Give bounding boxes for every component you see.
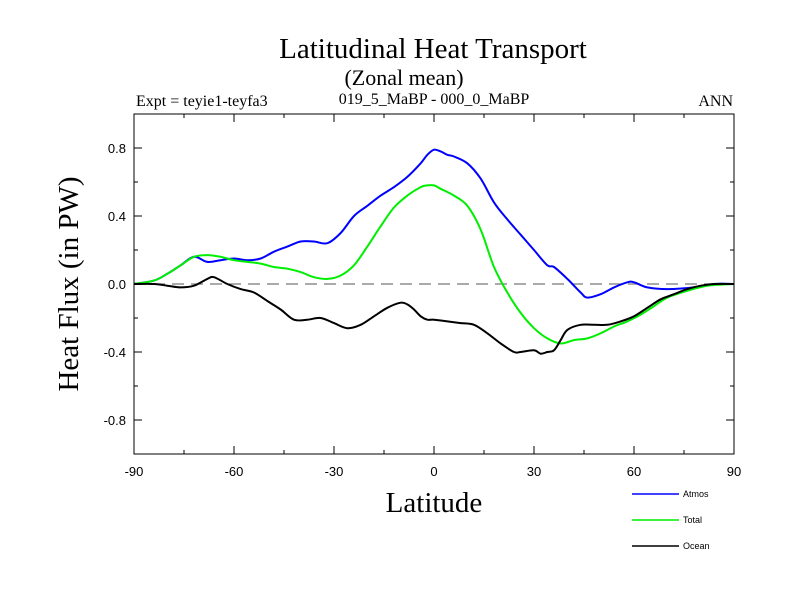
- y-tick-label: -0.8: [104, 413, 126, 428]
- chart-subtitle: (Zonal mean): [344, 65, 463, 90]
- x-tick-label: 30: [527, 464, 541, 479]
- legend-label-ocean: Ocean: [683, 541, 710, 551]
- x-tick-label: 60: [627, 464, 641, 479]
- season-label: ANN: [698, 93, 733, 110]
- y-tick-label: -0.4: [104, 345, 126, 360]
- x-tick-label: 90: [727, 464, 741, 479]
- y-tick-label: 0.0: [108, 277, 126, 292]
- x-tick-label: -60: [225, 464, 244, 479]
- y-axis-label: Heat Flux (in PW): [53, 176, 85, 391]
- chart-title: Latitudinal Heat Transport: [279, 33, 587, 65]
- series-lines: [133, 148, 735, 355]
- y-tick-label: 0.8: [108, 141, 126, 156]
- period-label: 019_5_MaBP - 000_0_MaBP: [339, 91, 530, 108]
- x-tick-label: -90: [125, 464, 144, 479]
- x-tick-label: -30: [325, 464, 344, 479]
- plot-frame: [133, 113, 735, 455]
- legend: Atmos Total Ocean: [632, 489, 710, 551]
- experiment-label: Expt = teyie1-teyfa3: [136, 93, 268, 110]
- legend-label-total: Total: [683, 515, 702, 525]
- y-tick-label: 0.4: [108, 209, 126, 224]
- series-line-atmos: [133, 148, 735, 299]
- x-axis-label: Latitude: [386, 487, 483, 519]
- x-tick-label: 0: [430, 464, 437, 479]
- series-line-total: [133, 184, 735, 345]
- series-line-ocean: [133, 275, 735, 355]
- axis-ticks: -90 -60 -30 0 30 60 90 -0.8 -0.4 0.0 0.4 0.8: [104, 113, 741, 479]
- legend-label-atmos: Atmos: [683, 489, 709, 499]
